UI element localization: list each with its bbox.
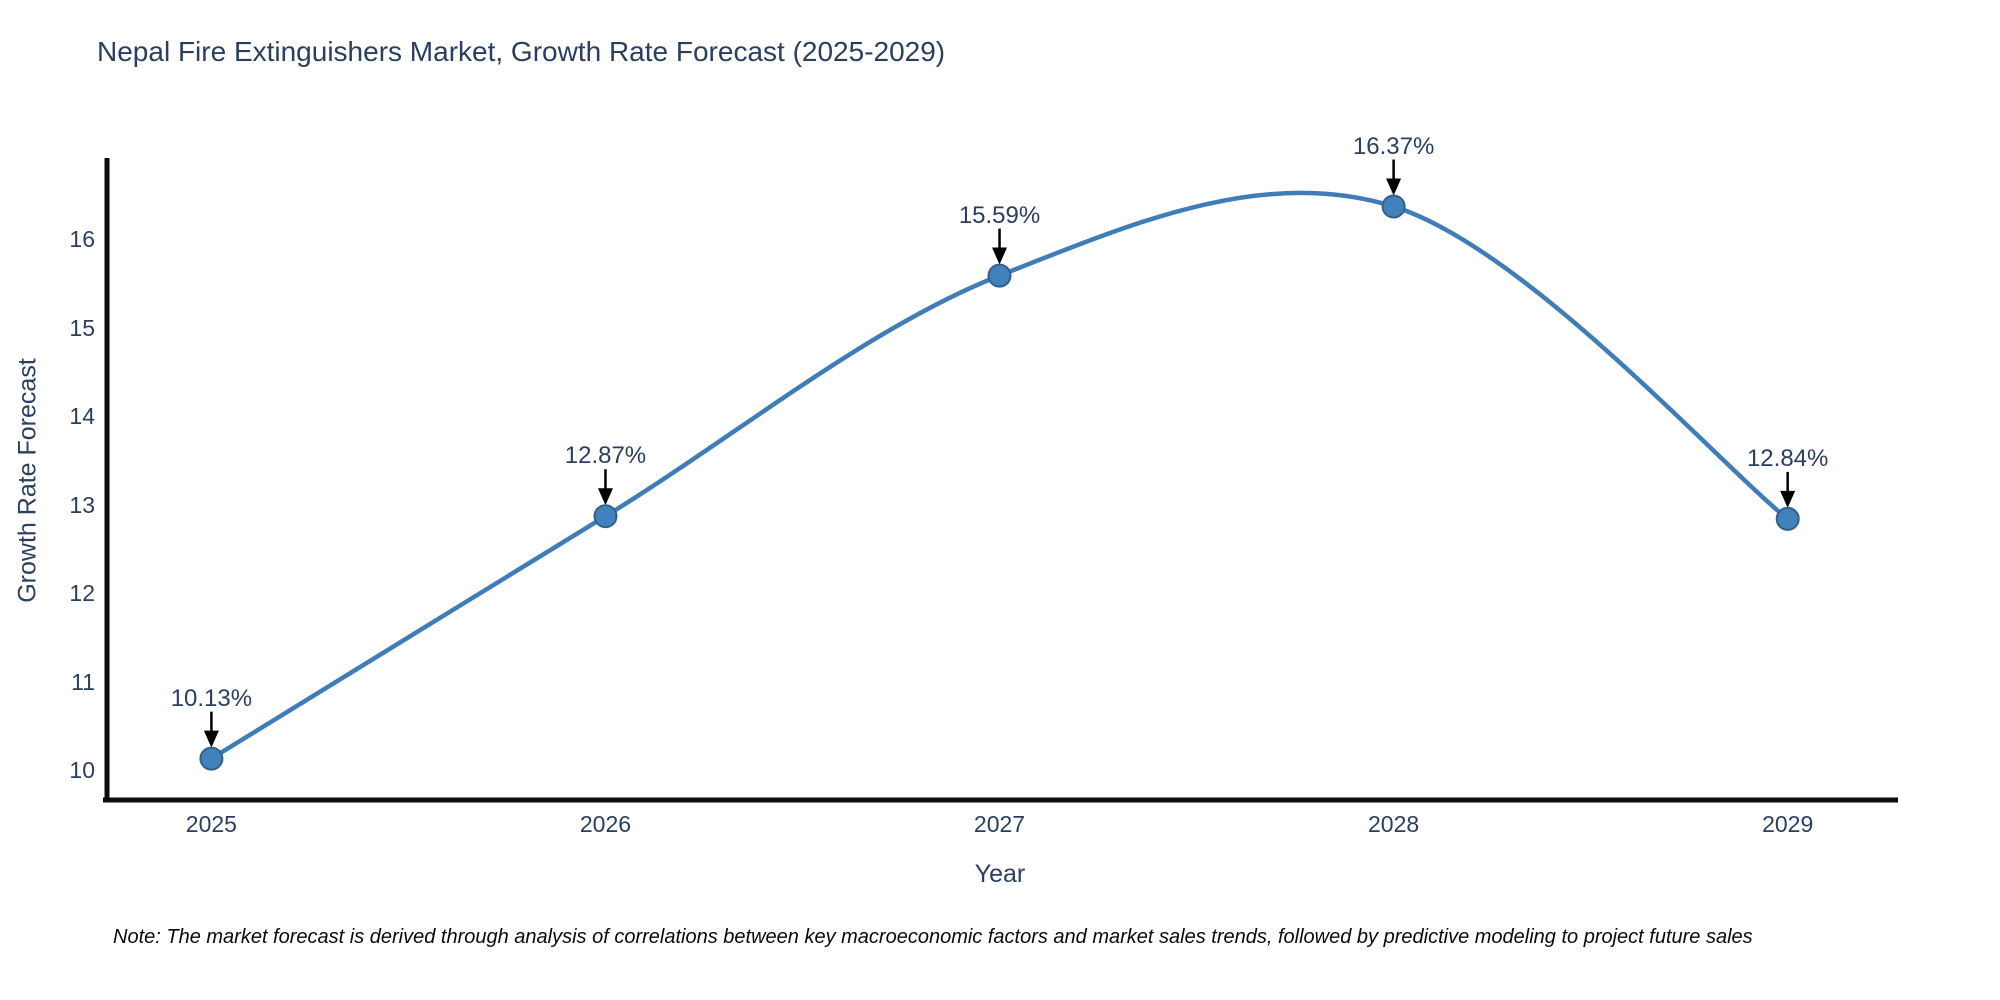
data-point-label: 10.13% [170,684,253,712]
annotation-arrowhead-icon [1780,490,1796,508]
data-point-marker [1381,194,1406,219]
data-markers [199,194,1800,771]
data-point-label: 16.37% [1352,132,1435,160]
y-tick-label: 15 [69,314,95,341]
y-tick-label: 10 [69,757,95,784]
x-axis-title: Year [974,860,1026,888]
annotation-arrowhead-icon [597,488,613,506]
x-tick-label: 2026 [579,811,632,837]
annotation-arrowhead-icon [992,247,1008,265]
chart-title: Nepal Fire Extinguishers Market, Growth … [97,36,946,67]
x-tick-label: 2029 [1762,811,1814,837]
y-tick-label: 14 [69,403,95,430]
y-tick-label: 11 [71,668,95,695]
y-tick-label: 16 [69,226,95,253]
y-tick-label: 13 [69,491,95,518]
data-point-marker [199,746,224,771]
annotation-arrowhead-icon [1386,178,1402,196]
footnote: Note: The market forecast is derived thr… [113,926,1753,948]
x-tick-label: 2027 [973,811,1026,837]
data-point-label: 12.87% [564,442,647,470]
x-tick-label: 2025 [185,811,237,837]
data-point-label: 15.59% [958,201,1041,229]
data-point-marker [593,504,618,529]
annotation-arrowhead-icon [203,730,219,748]
x-tick-label: 2028 [1368,811,1420,837]
data-point-label: 12.84% [1746,444,1829,472]
data-point-marker [1775,506,1800,531]
annotation-arrows [203,159,1796,748]
y-tick-label: 12 [69,580,95,607]
data-point-marker [987,263,1012,288]
